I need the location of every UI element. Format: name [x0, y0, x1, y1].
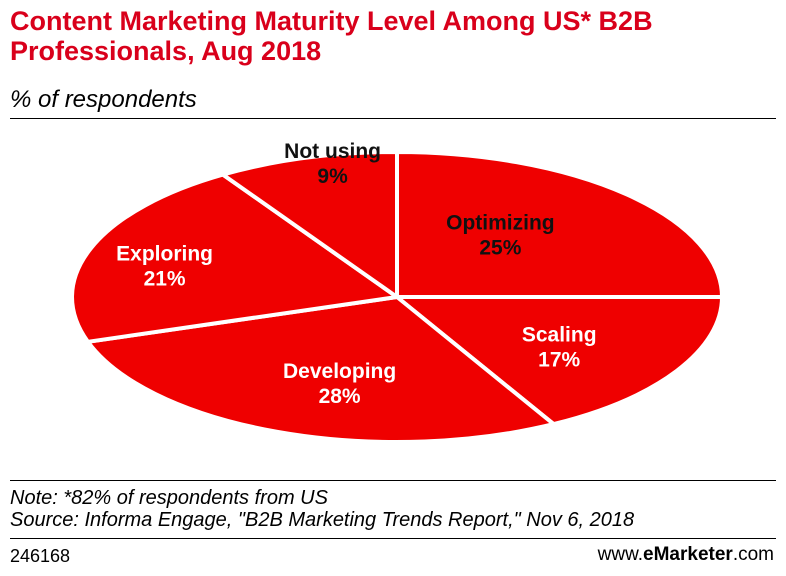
- footer-divider: [10, 480, 776, 481]
- slice-value: 21%: [144, 268, 186, 291]
- pie-labels: Optimizing 25% Scaling 17% Developing 28% Expl…: [116, 140, 596, 408]
- slice-exploring: [70, 172, 399, 344]
- slice-label-exploring: Exploring 21%: [116, 243, 213, 291]
- pie-slices: [70, 150, 724, 445]
- slice-developing: [85, 295, 556, 445]
- brand-name: eMarketer: [643, 544, 733, 565]
- slice-value: 17%: [538, 349, 580, 372]
- brand-link[interactable]: www.eMarketer.com: [598, 544, 774, 566]
- chart-title: Content Marketing Maturity Level Among U…: [10, 6, 653, 66]
- bottom-divider: [10, 538, 776, 539]
- slice-value: 25%: [479, 236, 521, 259]
- slice-value: 28%: [319, 385, 361, 408]
- slice-label-developing: Developing 28%: [283, 360, 396, 408]
- slice-optimizing: [395, 150, 724, 299]
- slice-not-using: [220, 150, 399, 299]
- slice-value: 9%: [317, 165, 348, 188]
- source-note: Source: Informa Engage, "B2B Marketing T…: [10, 509, 635, 531]
- brand-suffix: .com: [732, 544, 774, 565]
- brand-prefix: www.: [597, 544, 644, 565]
- slice-label-scaling: Scaling 17%: [522, 324, 597, 372]
- top-divider: [10, 118, 776, 119]
- slice-label-not-using: Not using 9%: [284, 140, 381, 188]
- slice-label-optimizing: Optimizing 25%: [446, 211, 555, 259]
- chart-subtitle: % of respondents: [10, 86, 197, 113]
- slice-scaling: [395, 295, 724, 427]
- footnote: Note: *82% of respondents from US: [10, 487, 328, 509]
- pie-chart: Optimizing 25% Scaling 17% Developing 28% Expl…: [70, 140, 724, 445]
- chart-id: 246168: [10, 546, 71, 566]
